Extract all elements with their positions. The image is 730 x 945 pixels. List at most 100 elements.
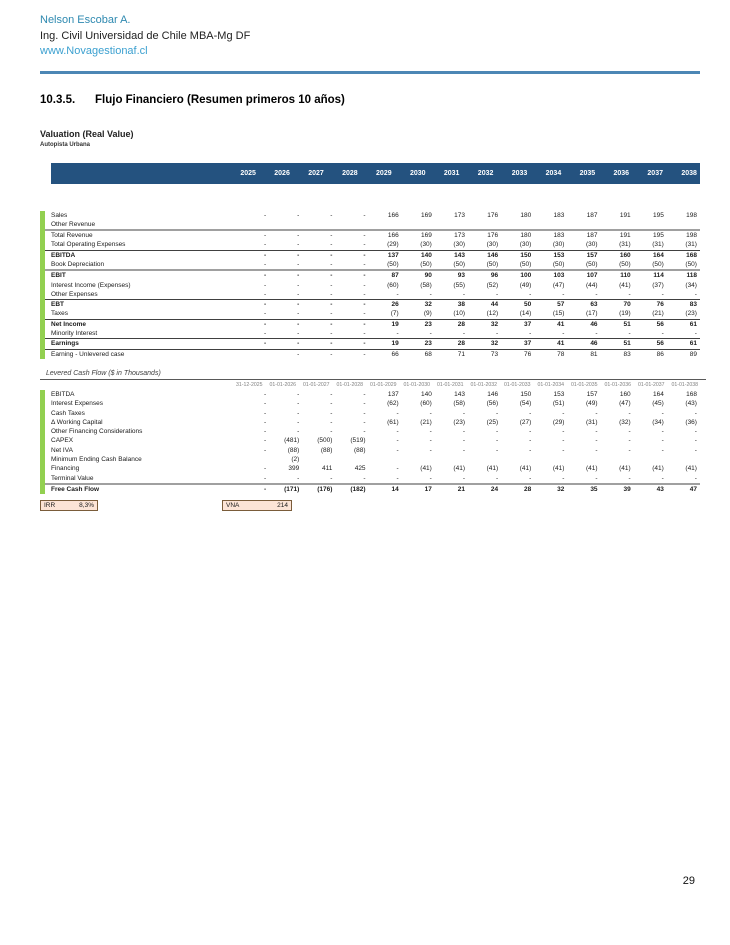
table-cell: - (694, 330, 697, 338)
table-cell: - (595, 446, 598, 454)
table-cell: - (297, 232, 300, 240)
table-cell: 35 (590, 485, 598, 493)
table-cell: - (263, 241, 267, 249)
table-cell: 164 (652, 390, 664, 398)
table-cell (236, 220, 269, 229)
table-cell: 166 (387, 211, 399, 219)
table-cell: 143 (454, 390, 465, 398)
table-cell: 107 (586, 272, 598, 280)
table-cell: (21) (420, 418, 432, 426)
table-cell: 73 (490, 350, 499, 358)
table-cell: - (330, 340, 333, 348)
table-cell: - (330, 409, 333, 417)
row-label: Minimum Ending Cash Balance (51, 456, 142, 464)
table-cell: (45) (652, 400, 664, 408)
table-cell: (49) (585, 400, 598, 408)
website-link[interactable]: www.Novagestionaf.cl (40, 45, 148, 57)
valuation-subtitle: Autopista Urbana (40, 141, 91, 148)
column-header: 2028 (342, 169, 358, 177)
row-label: Other Financing Considerations (51, 428, 143, 436)
page-number: 29 (682, 875, 695, 887)
table-row: Δ Working Capital - - - - (61) (21) (23) (25) (27… (45, 418, 700, 427)
author-name: Nelson Escobar A. (40, 14, 131, 26)
table-cell: (50) (685, 260, 697, 268)
table-cell: - (330, 390, 333, 398)
table-cell: - (429, 428, 432, 436)
table-cell: 146 (487, 390, 499, 398)
table-cell: - (330, 241, 333, 249)
table-cell: (41) (519, 465, 532, 473)
table-cell: - (330, 400, 333, 408)
row-label: Total Operating Expenses (51, 241, 126, 249)
table-cell: (50) (420, 260, 432, 268)
table-cell: (27) (519, 418, 532, 426)
table-cell: 137 (387, 251, 399, 259)
table-cell: (41) (486, 465, 499, 473)
table-cell: - (363, 474, 366, 482)
table-cell: - (363, 281, 366, 289)
table-cell: 157 (586, 251, 598, 259)
table-cell: 66 (391, 350, 399, 358)
table-cell: - (363, 330, 366, 338)
table-cell: (41) (585, 465, 598, 473)
table-cell: (37) (652, 281, 664, 289)
table-cell: 24 (490, 485, 499, 493)
table-cell: 32 (490, 340, 499, 348)
table-cell: 41 (557, 320, 565, 328)
summary-boxes: IRR 8,3% VNA 214 (40, 500, 700, 512)
table-cell: (31) (585, 418, 598, 426)
table-cell (468, 220, 501, 229)
table-cell: 23 (424, 340, 432, 348)
table-cell: - (330, 281, 333, 289)
table-cell: (60) (387, 281, 399, 289)
table-cell: - (297, 340, 300, 348)
section-number: 10.3.5. (40, 93, 76, 106)
table-cell: (50) (486, 260, 499, 268)
table-cell: 187 (586, 211, 598, 219)
table-cell: 169 (420, 211, 432, 219)
table-cell: 150 (520, 390, 532, 398)
table-cell: (30) (519, 241, 532, 249)
table-cell: - (263, 437, 267, 445)
table-cell: 168 (686, 390, 697, 398)
table-cell: (62) (387, 400, 399, 408)
table-cell: - (330, 211, 333, 219)
table-cell: - (330, 272, 333, 280)
column-header: 01-01-2031 (436, 381, 464, 388)
table-cell: - (363, 350, 366, 358)
table-cell: - (562, 446, 565, 454)
table-cell: - (661, 330, 664, 338)
table-cell: - (263, 465, 267, 473)
table-cell: (30) (585, 241, 598, 249)
row-label: Terminal Value (51, 474, 94, 482)
table-cell: (41) (619, 281, 631, 289)
table-cell: (14) (519, 310, 532, 318)
table-row: Minimum Ending Cash Balance (2) (45, 455, 700, 464)
table-cell: 32 (490, 320, 499, 328)
table-cell: - (562, 409, 565, 417)
table-cell: 157 (586, 390, 598, 398)
table-cell: 166 (387, 232, 399, 240)
table-cell: 183 (553, 232, 565, 240)
row-label: Financing (51, 465, 80, 473)
table-cell (269, 220, 302, 229)
table-cell: - (263, 301, 267, 309)
table-cell: 140 (420, 390, 432, 398)
table-cell: - (363, 340, 366, 348)
table-cell: - (529, 330, 532, 338)
table-cell: 47 (689, 485, 697, 493)
table-cell: 56 (656, 320, 664, 328)
table-cell: - (429, 474, 432, 482)
table-cell: 183 (553, 211, 565, 219)
table-cell: (23) (453, 418, 465, 426)
table-cell: (30) (420, 241, 432, 249)
table-cell: - (429, 409, 432, 417)
table-cell: 164 (652, 251, 664, 259)
table-cell (667, 220, 700, 229)
table-cell: - (462, 290, 465, 298)
table-cell: 176 (487, 211, 499, 219)
vna-value: 214 (277, 502, 288, 510)
table-cell: 76 (656, 301, 664, 309)
table-cell: 198 (686, 232, 697, 240)
column-header: 01-01-2027 (302, 381, 330, 388)
